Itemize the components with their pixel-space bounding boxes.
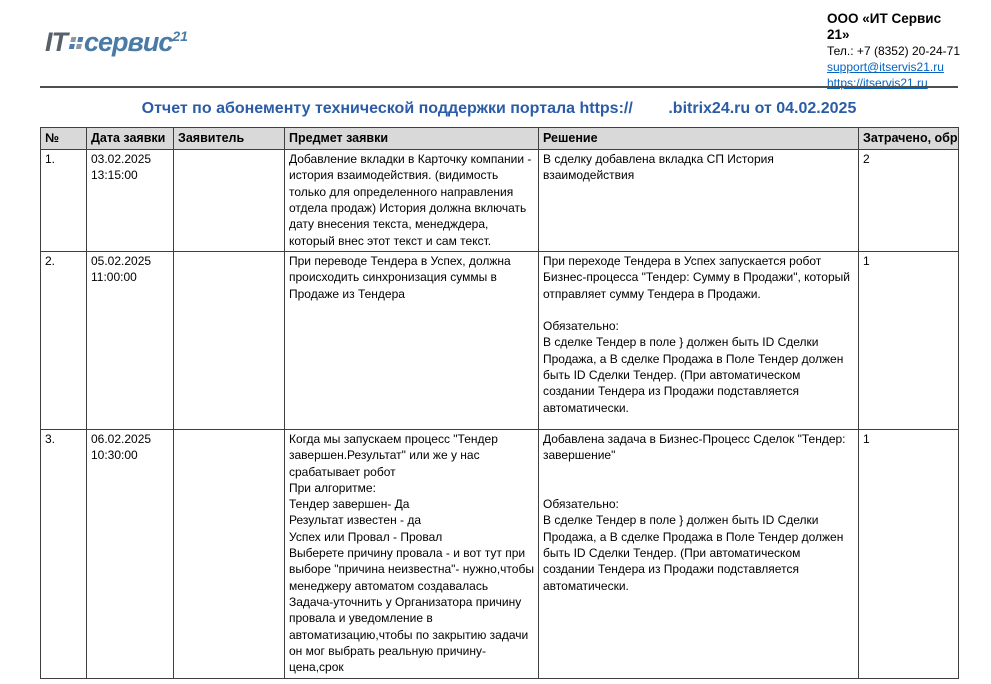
cell-num: 3. bbox=[40, 428, 87, 679]
cell-spent: 1 bbox=[858, 428, 959, 679]
cell-applicant bbox=[173, 250, 285, 430]
company-website-link[interactable]: https://itservis21.ru bbox=[827, 76, 928, 91]
cell-subject: При переводе Тендера в Успех, должна про… bbox=[284, 250, 539, 430]
cell-solution: Добавлена задача в Бизнес-Процесс Сделок… bbox=[538, 428, 859, 679]
col-header-num: № bbox=[40, 127, 87, 150]
cell-num: 1. bbox=[40, 149, 87, 252]
table-row: 3. 06.02.2025 10:30:00 Когда мы запускае… bbox=[40, 428, 959, 679]
cell-solution: При переходе Тендера в Успех запускается… bbox=[538, 250, 859, 430]
logo-sup-text: 21 bbox=[172, 28, 188, 44]
company-phone: Тел.: +7 (8352) 20-24-71 bbox=[827, 44, 961, 59]
cell-solution: В сделку добавлена вкладка СП История вз… bbox=[538, 149, 859, 252]
cell-date: 03.02.2025 13:15:00 bbox=[86, 149, 174, 252]
company-name: ООО «ИТ Сервис 21» bbox=[827, 11, 942, 43]
logo-name-text: сервис bbox=[84, 27, 173, 57]
header-divider bbox=[40, 86, 958, 88]
table-row: 2. 05.02.2025 11:00:00 При переводе Тенд… bbox=[40, 250, 959, 430]
cell-subject: Когда мы запускаем процесс "Тендер завер… bbox=[284, 428, 539, 679]
logo-squares-icon bbox=[68, 37, 84, 50]
cell-subject: Добавление вкладки в Карточку компании -… bbox=[284, 149, 539, 252]
cell-date: 05.02.2025 11:00:00 bbox=[86, 250, 174, 430]
cell-spent: 1 bbox=[858, 250, 959, 430]
table-header-row: № Дата заявки Заявитель Предмет заявки Р… bbox=[40, 127, 959, 150]
col-header-applicant: Заявитель bbox=[173, 127, 285, 150]
cell-spent: 2 bbox=[858, 149, 959, 252]
table-row: 1. 03.02.2025 13:15:00 Добавление вкладк… bbox=[40, 149, 959, 252]
col-header-solution: Решение bbox=[538, 127, 859, 150]
col-header-date: Дата заявки bbox=[86, 127, 174, 150]
company-email-link[interactable]: support@itservis21.ru bbox=[827, 60, 944, 75]
logo-it-text: IT bbox=[45, 27, 68, 57]
cell-applicant bbox=[173, 428, 285, 679]
support-report-table: № Дата заявки Заявитель Предмет заявки Р… bbox=[40, 127, 959, 679]
company-info-block: ООО «ИТ Сервис 21» Тел.: +7 (8352) 20-24… bbox=[827, 11, 961, 92]
cell-num: 2. bbox=[40, 250, 87, 430]
cell-date: 06.02.2025 10:30:00 bbox=[86, 428, 174, 679]
table-header: № Дата заявки Заявитель Предмет заявки Р… bbox=[40, 127, 959, 150]
cell-applicant bbox=[173, 149, 285, 252]
col-header-subject: Предмет заявки bbox=[284, 127, 539, 150]
col-header-spent: Затрачено, обр. bbox=[858, 127, 959, 150]
page-title: Отчет по абонементу технической поддержк… bbox=[141, 100, 857, 117]
itservis-logo: IT сервис21 bbox=[45, 29, 188, 56]
